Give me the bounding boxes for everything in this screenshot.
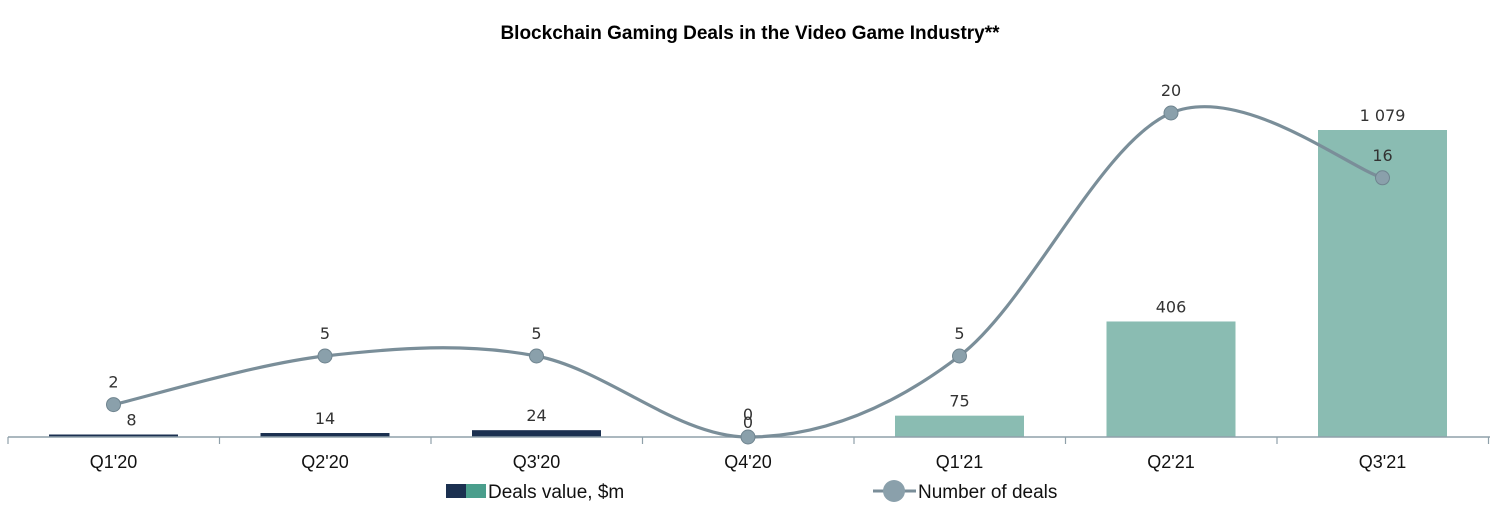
x-tick-label: Q2'21 xyxy=(1147,452,1194,472)
bar-q120 xyxy=(49,434,178,437)
bar-value-label: 75 xyxy=(949,392,969,411)
bar-value-label: 0 xyxy=(743,413,753,432)
bar-value-label: 8 xyxy=(126,411,136,430)
line-point xyxy=(529,348,544,364)
x-tick-label: Q4'20 xyxy=(724,452,771,472)
bar-q220 xyxy=(260,433,390,437)
line-point-label: 2 xyxy=(108,373,118,392)
line-point-label: 5 xyxy=(531,324,541,343)
bar-q320 xyxy=(472,430,601,437)
line-point xyxy=(1375,170,1390,186)
line-point xyxy=(740,429,756,445)
legend-swatch-bar-light xyxy=(466,484,486,498)
bar-value-label: 24 xyxy=(526,406,546,425)
bar-q121 xyxy=(895,415,1024,437)
bar-value-label: 14 xyxy=(315,409,335,428)
x-tick-label: Q2'20 xyxy=(301,452,348,472)
legend-label-number-of-deals: Number of deals xyxy=(918,482,1057,503)
x-tick-label: Q1'21 xyxy=(936,452,983,472)
bar-value-label: 1 079 xyxy=(1360,106,1406,125)
legend-marker-number-of-deals xyxy=(883,480,905,502)
bars-layer: 8 14 24 0 75 406 1 079 xyxy=(49,106,1447,437)
x-tick-label: Q3'21 xyxy=(1359,452,1406,472)
line-point-label: 16 xyxy=(1372,146,1392,165)
bar-q221 xyxy=(1106,321,1236,437)
legend-swatch-bar-dark xyxy=(446,484,466,498)
legend-label-deals-value: Deals value, $m xyxy=(488,482,624,503)
x-tick-label: Q1'20 xyxy=(90,452,137,472)
legend: Deals value, $m Number of deals xyxy=(446,480,1057,503)
chart-title: Blockchain Gaming Deals in the Video Gam… xyxy=(500,23,1000,44)
line-point-label: 0 xyxy=(743,405,753,424)
line-point xyxy=(952,348,967,364)
line-point-label: 5 xyxy=(954,324,964,343)
x-tick-label: Q3'20 xyxy=(513,452,560,472)
line-point-label: 5 xyxy=(320,324,330,343)
line-layer: 2 5 5 0 5 20 16 xyxy=(106,81,1393,445)
line-point xyxy=(317,348,333,364)
line-point xyxy=(106,397,121,413)
bar-value-label: 406 xyxy=(1156,297,1187,316)
line-point-label: 20 xyxy=(1161,81,1181,100)
line-point xyxy=(1163,105,1179,121)
